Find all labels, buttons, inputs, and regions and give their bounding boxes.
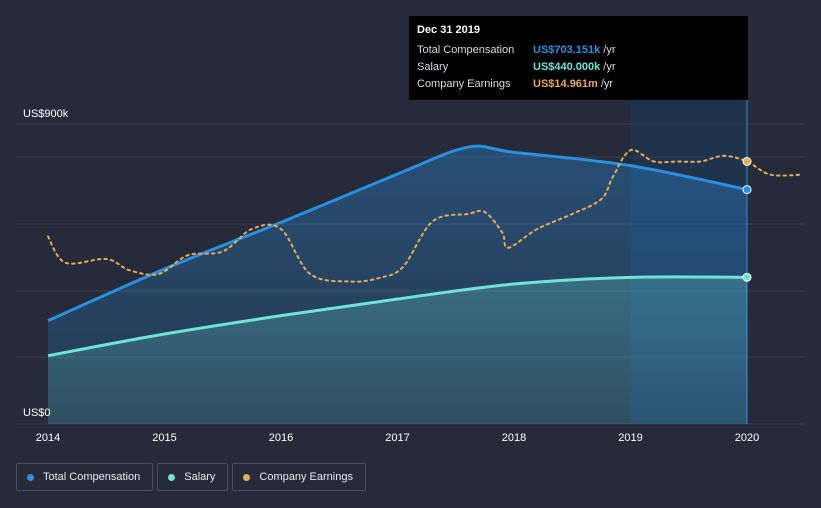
company-earnings-line	[47, 148, 804, 283]
tooltip-row-earnings: Company Earnings US$14.961m /yr	[417, 75, 740, 92]
x-tick-label: 2019	[618, 432, 642, 444]
tooltip-value: US$14.961m	[533, 77, 598, 90]
tooltip-unit: /yr	[603, 60, 616, 73]
tooltip: Dec 31 2019 Total Compensation US$703.15…	[409, 16, 748, 100]
tooltip-value: US$440.000k	[533, 60, 601, 73]
y-axis-bottom-label: US$0	[23, 407, 51, 419]
company-earnings-point	[742, 157, 752, 166]
compensation-chart: US$900k US$0 2014 2015 2016 2017 2018 2019 2020	[16, 100, 805, 444]
legend-dot-icon	[168, 473, 176, 481]
tooltip-label: Salary	[417, 60, 449, 73]
total-compensation-point	[742, 185, 752, 195]
salary-line	[47, 275, 748, 358]
legend-item-total-compensation[interactable]: Total Compensation	[16, 463, 154, 491]
tooltip-row-total: Total Compensation US$703.151k /yr	[417, 41, 740, 58]
x-tick-label: 2018	[502, 432, 526, 444]
x-tick-label: 2015	[152, 432, 176, 444]
tooltip-unit: /yr	[600, 77, 614, 90]
x-tick-label: 2014	[36, 432, 60, 444]
tooltip-title: Dec 31 2019	[417, 24, 480, 36]
x-tick-label: 2017	[385, 432, 409, 444]
legend-item-company-earnings[interactable]: Company Earnings	[232, 463, 366, 491]
tooltip-unit: /yr	[603, 43, 616, 56]
tooltip-label: Total Compensation	[417, 43, 515, 56]
salary-point	[742, 272, 752, 282]
legend-label: Company Earnings	[259, 471, 353, 483]
legend-label: Salary	[184, 471, 216, 483]
legend-item-salary[interactable]: Salary	[157, 463, 229, 491]
x-tick-label: 2016	[269, 432, 293, 444]
tooltip-row-salary: Salary US$440.000k /yr	[417, 58, 740, 75]
legend: Total Compensation Salary Company Earnin…	[16, 463, 370, 491]
legend-label: Total Compensation	[43, 471, 141, 483]
tooltip-value: US$703.151k	[533, 43, 601, 56]
legend-dot-icon	[243, 473, 251, 481]
tooltip-label: Company Earnings	[417, 77, 511, 90]
legend-dot-icon	[27, 473, 34, 481]
x-tick-label: 2020	[735, 432, 759, 444]
salary-area	[48, 276, 747, 424]
y-axis-top-label: US$900k	[23, 108, 69, 120]
total-compensation-line	[47, 144, 748, 323]
